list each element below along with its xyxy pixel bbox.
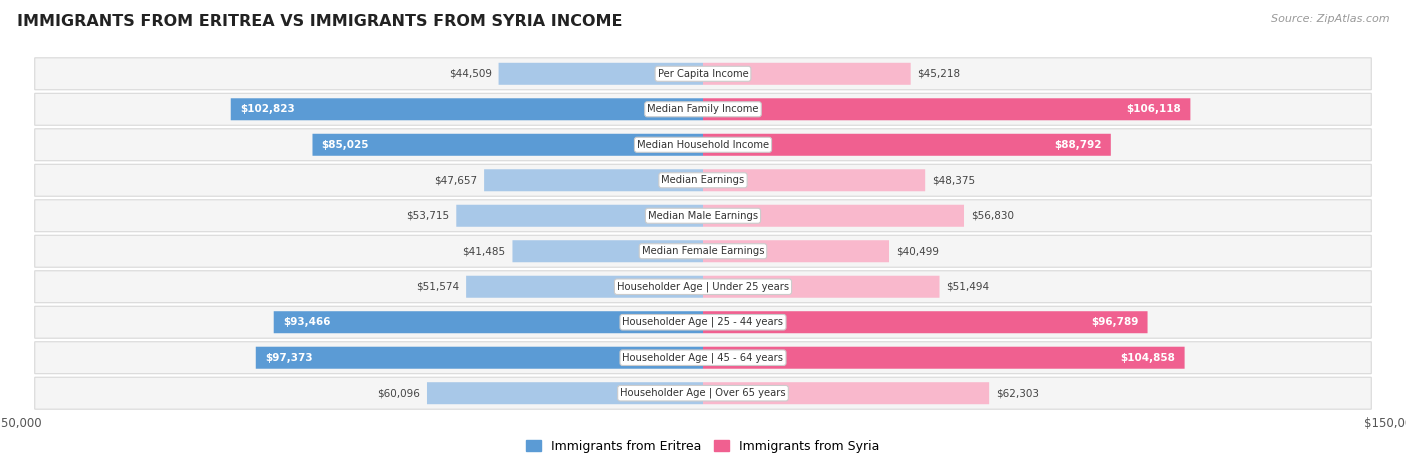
- Text: Source: ZipAtlas.com: Source: ZipAtlas.com: [1271, 14, 1389, 24]
- FancyBboxPatch shape: [512, 240, 703, 262]
- Text: $60,096: $60,096: [377, 388, 420, 398]
- FancyBboxPatch shape: [35, 58, 1371, 90]
- Text: $51,494: $51,494: [946, 282, 990, 292]
- Text: Householder Age | Under 25 years: Householder Age | Under 25 years: [617, 282, 789, 292]
- Text: Median Female Earnings: Median Female Earnings: [641, 246, 765, 256]
- FancyBboxPatch shape: [312, 134, 703, 156]
- Text: Per Capita Income: Per Capita Income: [658, 69, 748, 79]
- FancyBboxPatch shape: [35, 235, 1371, 267]
- Text: $62,303: $62,303: [995, 388, 1039, 398]
- FancyBboxPatch shape: [457, 205, 703, 227]
- FancyBboxPatch shape: [703, 276, 939, 298]
- FancyBboxPatch shape: [35, 271, 1371, 303]
- Text: Median Household Income: Median Household Income: [637, 140, 769, 150]
- FancyBboxPatch shape: [703, 205, 965, 227]
- Text: $40,499: $40,499: [896, 246, 939, 256]
- FancyBboxPatch shape: [35, 342, 1371, 374]
- Text: $51,574: $51,574: [416, 282, 460, 292]
- FancyBboxPatch shape: [35, 306, 1371, 338]
- FancyBboxPatch shape: [35, 377, 1371, 409]
- Text: $96,789: $96,789: [1091, 317, 1139, 327]
- Text: Householder Age | Over 65 years: Householder Age | Over 65 years: [620, 388, 786, 398]
- Text: $47,657: $47,657: [434, 175, 477, 185]
- Text: $56,830: $56,830: [972, 211, 1014, 221]
- Text: $88,792: $88,792: [1054, 140, 1102, 150]
- FancyBboxPatch shape: [703, 240, 889, 262]
- Text: $48,375: $48,375: [932, 175, 976, 185]
- FancyBboxPatch shape: [703, 63, 911, 85]
- Text: Householder Age | 45 - 64 years: Householder Age | 45 - 64 years: [623, 353, 783, 363]
- FancyBboxPatch shape: [35, 93, 1371, 125]
- Text: Householder Age | 25 - 44 years: Householder Age | 25 - 44 years: [623, 317, 783, 327]
- Text: $97,373: $97,373: [264, 353, 312, 363]
- Text: $106,118: $106,118: [1126, 104, 1181, 114]
- Text: IMMIGRANTS FROM ERITREA VS IMMIGRANTS FROM SYRIA INCOME: IMMIGRANTS FROM ERITREA VS IMMIGRANTS FR…: [17, 14, 623, 29]
- Text: Median Family Income: Median Family Income: [647, 104, 759, 114]
- Text: Median Male Earnings: Median Male Earnings: [648, 211, 758, 221]
- FancyBboxPatch shape: [703, 311, 1147, 333]
- FancyBboxPatch shape: [703, 98, 1191, 120]
- Text: Median Earnings: Median Earnings: [661, 175, 745, 185]
- FancyBboxPatch shape: [231, 98, 703, 120]
- FancyBboxPatch shape: [467, 276, 703, 298]
- FancyBboxPatch shape: [703, 347, 1185, 369]
- FancyBboxPatch shape: [427, 382, 703, 404]
- FancyBboxPatch shape: [274, 311, 703, 333]
- FancyBboxPatch shape: [499, 63, 703, 85]
- Text: $44,509: $44,509: [449, 69, 492, 79]
- Text: $85,025: $85,025: [322, 140, 370, 150]
- Text: $102,823: $102,823: [240, 104, 295, 114]
- FancyBboxPatch shape: [703, 169, 925, 191]
- FancyBboxPatch shape: [35, 200, 1371, 232]
- Text: $45,218: $45,218: [918, 69, 960, 79]
- FancyBboxPatch shape: [703, 382, 990, 404]
- Text: $93,466: $93,466: [283, 317, 330, 327]
- FancyBboxPatch shape: [484, 169, 703, 191]
- FancyBboxPatch shape: [703, 134, 1111, 156]
- FancyBboxPatch shape: [35, 129, 1371, 161]
- Text: $104,858: $104,858: [1121, 353, 1175, 363]
- Text: $53,715: $53,715: [406, 211, 450, 221]
- FancyBboxPatch shape: [35, 164, 1371, 196]
- Legend: Immigrants from Eritrea, Immigrants from Syria: Immigrants from Eritrea, Immigrants from…: [522, 435, 884, 458]
- Text: $41,485: $41,485: [463, 246, 506, 256]
- FancyBboxPatch shape: [256, 347, 703, 369]
